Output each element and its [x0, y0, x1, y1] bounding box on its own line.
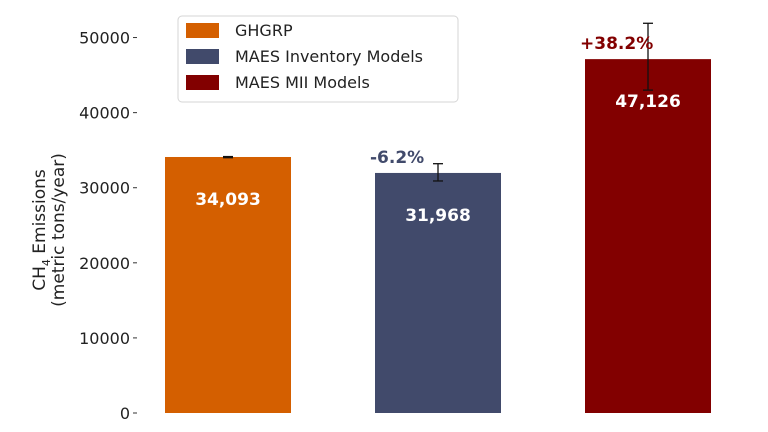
y-tick-label: 40000	[79, 104, 130, 123]
bar-percent-change-label: +38.2%	[580, 34, 653, 54]
y-tick-label: 10000	[79, 329, 130, 348]
bar-value-label: 47,126	[615, 92, 681, 112]
y-tick-label: 30000	[79, 179, 130, 198]
legend-swatch	[186, 23, 219, 38]
legend-entry-label: MAES MII Models	[235, 73, 370, 92]
y-tick-label: 50000	[79, 29, 130, 48]
bar-value-label: 31,968	[405, 206, 471, 226]
bar-value-label: 34,093	[195, 190, 261, 210]
y-axis-label: CH4 Emissions	[30, 169, 53, 291]
y-axis-label-emissions: Emissions	[30, 169, 50, 259]
bar	[375, 172, 501, 413]
y-axis-label-ch: CH	[30, 266, 50, 291]
bars: 34,093 31,968 -6.2% 47,126 +38.2%	[165, 22, 711, 414]
legend: GHGRP MAES Inventory Models MAES MII Model…	[177, 15, 459, 103]
legend-swatch	[186, 49, 219, 64]
y-axis-label-subscript: 4	[40, 259, 53, 266]
y-tick-label: 20000	[79, 254, 130, 273]
y-axis-label-units: (metric tons/year)	[49, 153, 69, 307]
bar-percent-change-label: -6.2%	[370, 148, 424, 168]
bar	[165, 156, 291, 414]
legend-swatch	[186, 75, 219, 90]
y-tick-label: 0	[120, 404, 130, 423]
legend-frame	[177, 15, 459, 103]
legend-entry-label: GHGRP	[235, 21, 293, 40]
bar	[585, 59, 711, 413]
y-axis: 0 10000 20000 30000 40000 50000	[79, 29, 137, 423]
legend-entry-label: MAES Inventory Models	[235, 47, 423, 66]
